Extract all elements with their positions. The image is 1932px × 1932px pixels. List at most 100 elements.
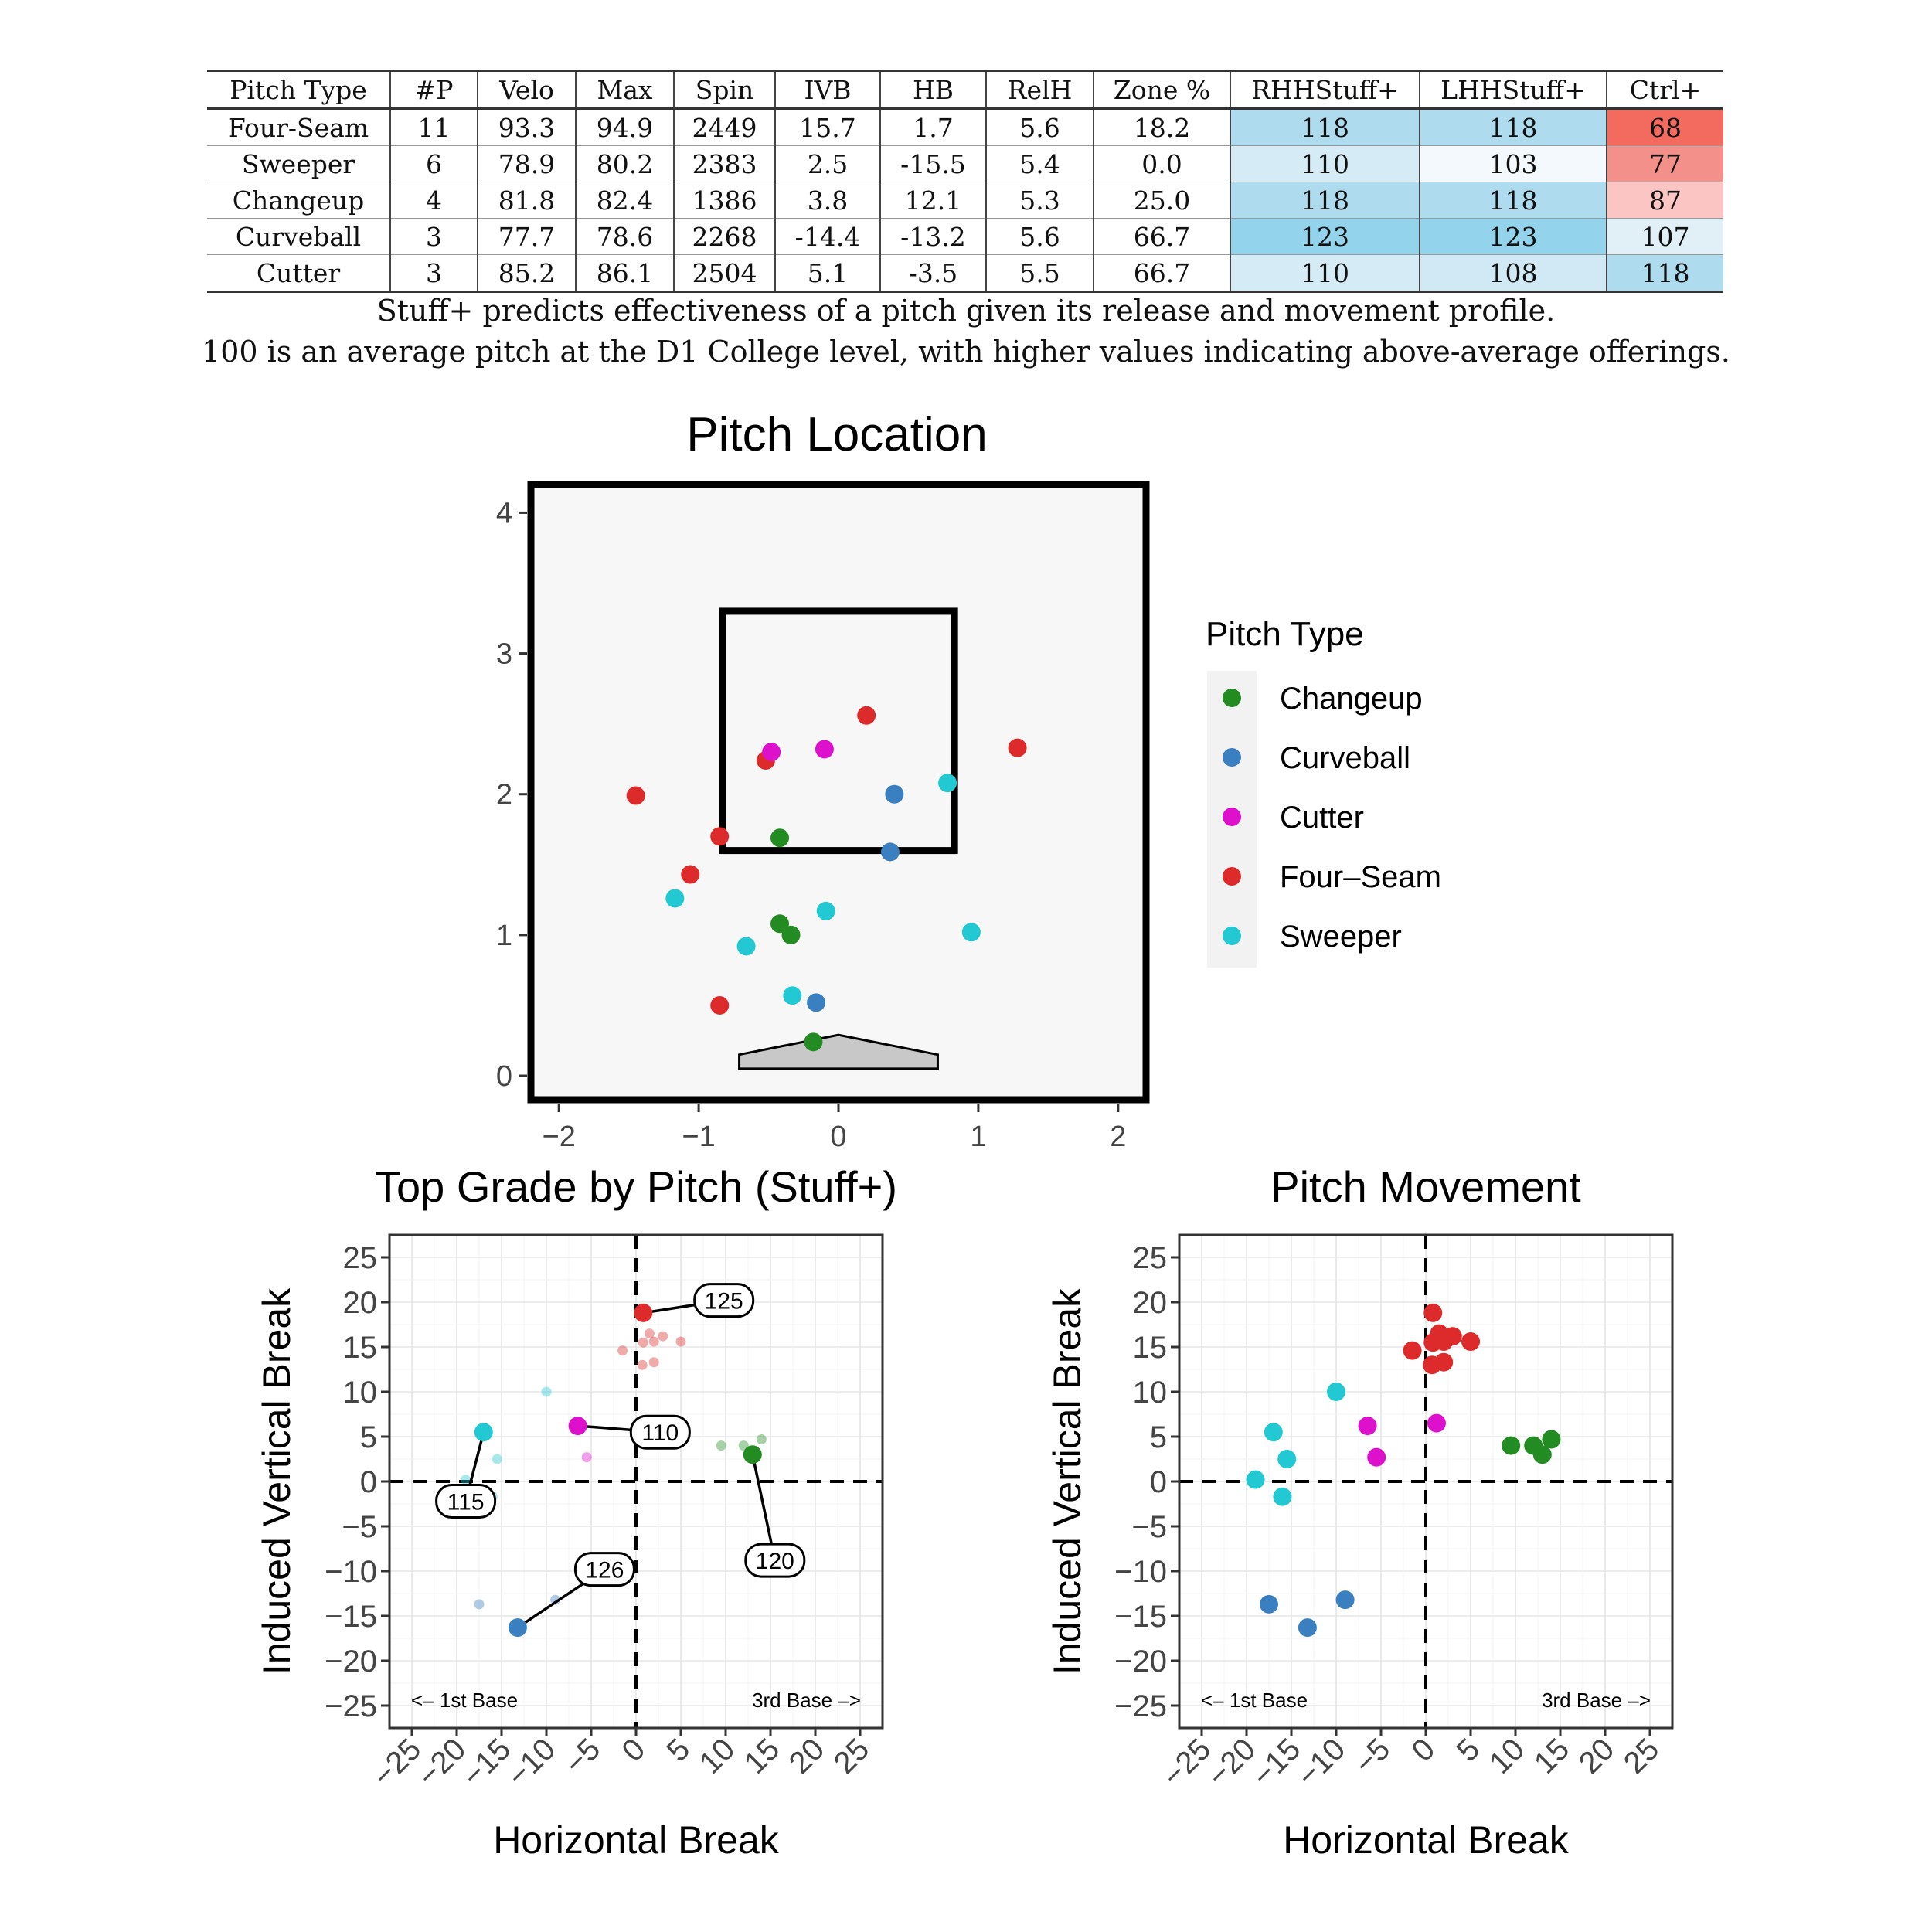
table-header-row: Pitch Type #P Velo Max Spin IVB HB RelH Zone % RH… [207,70,1723,110]
grade-label-box [629,1414,691,1450]
pitch-point-changeup [781,925,801,944]
pitch-point-cutter [762,743,781,762]
legend-label-curveball: Curveball [1280,741,1410,775]
cell-hb: -15.5 [879,145,986,182]
top-grade-title: Top Grade by Pitch (Stuff+) [375,1162,897,1211]
top-grade-y-axis-label: Induced Vertical Break [255,1287,298,1675]
col-header-pitch-type: Pitch Type [207,70,390,110]
movement-point-four-seam [1403,1341,1422,1360]
cell-rhhstuff: 123 [1230,218,1420,255]
movement-point-sweeper [1327,1383,1345,1401]
pitch-location-title: Pitch Location [686,408,987,461]
cell-p: 3 [389,218,478,255]
x-tick-label: −5 [1348,1732,1396,1781]
y-tick-label: −15 [325,1600,377,1634]
cell-velo: 78.9 [477,145,576,182]
grade-label: 125 [705,1289,743,1315]
faint-point-four-seam [675,1336,686,1347]
cell-ctrl: 107 [1606,218,1723,255]
faint-point-curveball [474,1599,485,1610]
y-tick-label: 0 [360,1465,377,1499]
movement-point-cutter [1427,1413,1446,1433]
pitch-movement-x-axis-label: Horizontal Break [1283,1818,1570,1862]
table-row: Sweeper 6 78.9 80.2 2383 2.5 -15.5 5.4 0.0 110 103… [207,145,1723,182]
movement-point-sweeper [1264,1423,1283,1442]
pitch-point-changeup [804,1032,823,1052]
pitch-location-chart: Pitch Location −2 −1 0 1 2 0 1 2 3 4 [496,408,1150,1153]
grade-label: 110 [641,1420,679,1446]
table-row: Four-Seam 11 93.3 94.9 2449 15.7 1.7 5.6 18.2 118… [207,108,1723,146]
grade-label: 120 [756,1549,794,1574]
cell-max: 80.2 [575,145,674,182]
top-grade-chart: Top Grade by Pitch (Stuff+) <– 1st Base 3… [255,1162,897,1862]
y-tick-label: 5 [360,1420,377,1454]
pitch-point-four-seam [710,995,730,1015]
y-tick-label: 5 [1150,1420,1167,1454]
cell-zone: 18.2 [1093,108,1230,146]
y-tick-label: 2 [496,779,512,811]
cell-p: 11 [389,108,478,146]
cell-rhhstuff: 110 [1230,145,1420,182]
x-tick-label: 10 [693,1732,742,1781]
cell-p: 6 [389,145,478,182]
pitch-type-legend: Pitch Type Changeup Curveball Cutter Four–S… [1206,615,1441,968]
x-tick-label: 0 [616,1732,652,1768]
movement-point-changeup [1502,1436,1521,1455]
col-header-zone: Zone % [1093,70,1230,110]
faint-point-changeup [716,1440,726,1451]
cell-zone: 66.7 [1093,218,1230,255]
cell-zone: 0.0 [1093,145,1230,182]
cell-relh: 5.6 [985,108,1094,146]
cell-ivb: -14.4 [774,218,880,255]
top-grade-point-sweeper [474,1423,493,1442]
x-tick-label: 1 [970,1121,986,1153]
x-tick-label: 20 [783,1732,832,1781]
y-tick-label: −25 [1114,1689,1167,1723]
legend-title: Pitch Type [1206,615,1364,653]
cell-velo: 93.3 [477,108,576,146]
pitch-stats-table: Pitch Type #P Velo Max Spin IVB HB RelH Zone % RH… [207,70,1723,293]
x-tick-label: 5 [661,1732,697,1768]
movement-point-four-seam [1434,1332,1454,1352]
col-header-velo: Velo [477,70,576,110]
cell-ctrl: 87 [1606,182,1723,219]
third-base-annotation: 3rd Base –> [1542,1689,1651,1712]
x-tick-label: 0 [1406,1732,1442,1768]
faint-point-sweeper [541,1386,552,1397]
cell-spin: 2504 [673,254,775,293]
faint-point-changeup [756,1434,767,1444]
pitch-point-cutter [815,740,834,759]
y-tick-label: 15 [343,1331,378,1365]
col-header-ctrl: Ctrl+ [1606,70,1723,110]
faint-point-four-seam [648,1336,659,1347]
faint-point-four-seam [638,1337,648,1348]
table-row: Cutter 3 85.2 86.1 2504 5.1 -3.5 5.5 66.7 110 108 1… [207,254,1723,293]
y-tick-label: 15 [1133,1331,1168,1365]
cell-ivb: 15.7 [774,108,880,146]
cell-hb: -13.2 [879,218,986,255]
cell-pitch-type: Curveball [207,218,390,255]
faint-point-four-seam [617,1345,628,1356]
pitch-point-changeup [770,914,790,934]
movement-point-curveball [1335,1590,1355,1610]
points [1246,1303,1561,1638]
cell-hb: 1.7 [879,108,986,146]
col-header-rhhstuff: RHHStuff+ [1230,70,1420,110]
grade-label-box [744,1543,806,1578]
movement-point-changeup [1542,1430,1561,1449]
y-tick-label: 3 [496,638,512,671]
y-tick-label: 20 [1133,1286,1168,1320]
cell-p: 4 [389,182,478,219]
first-base-annotation: <– 1st Base [1201,1689,1308,1712]
y-tick-label: −10 [325,1555,377,1589]
grade-label-box [573,1552,635,1587]
movement-point-curveball [1298,1618,1317,1638]
col-header-relh: RelH [985,70,1094,110]
cell-pitch-type: Changeup [207,182,390,219]
pitch-movement-y-axis-label: Induced Vertical Break [1046,1287,1089,1675]
cell-velo: 85.2 [477,254,576,293]
table-row: Curveball 3 77.7 78.6 2268 -14.4 -13.2 5.6 66.7 1… [207,218,1723,255]
pitch-point-curveball [807,993,826,1012]
cell-rhhstuff: 118 [1230,108,1420,146]
